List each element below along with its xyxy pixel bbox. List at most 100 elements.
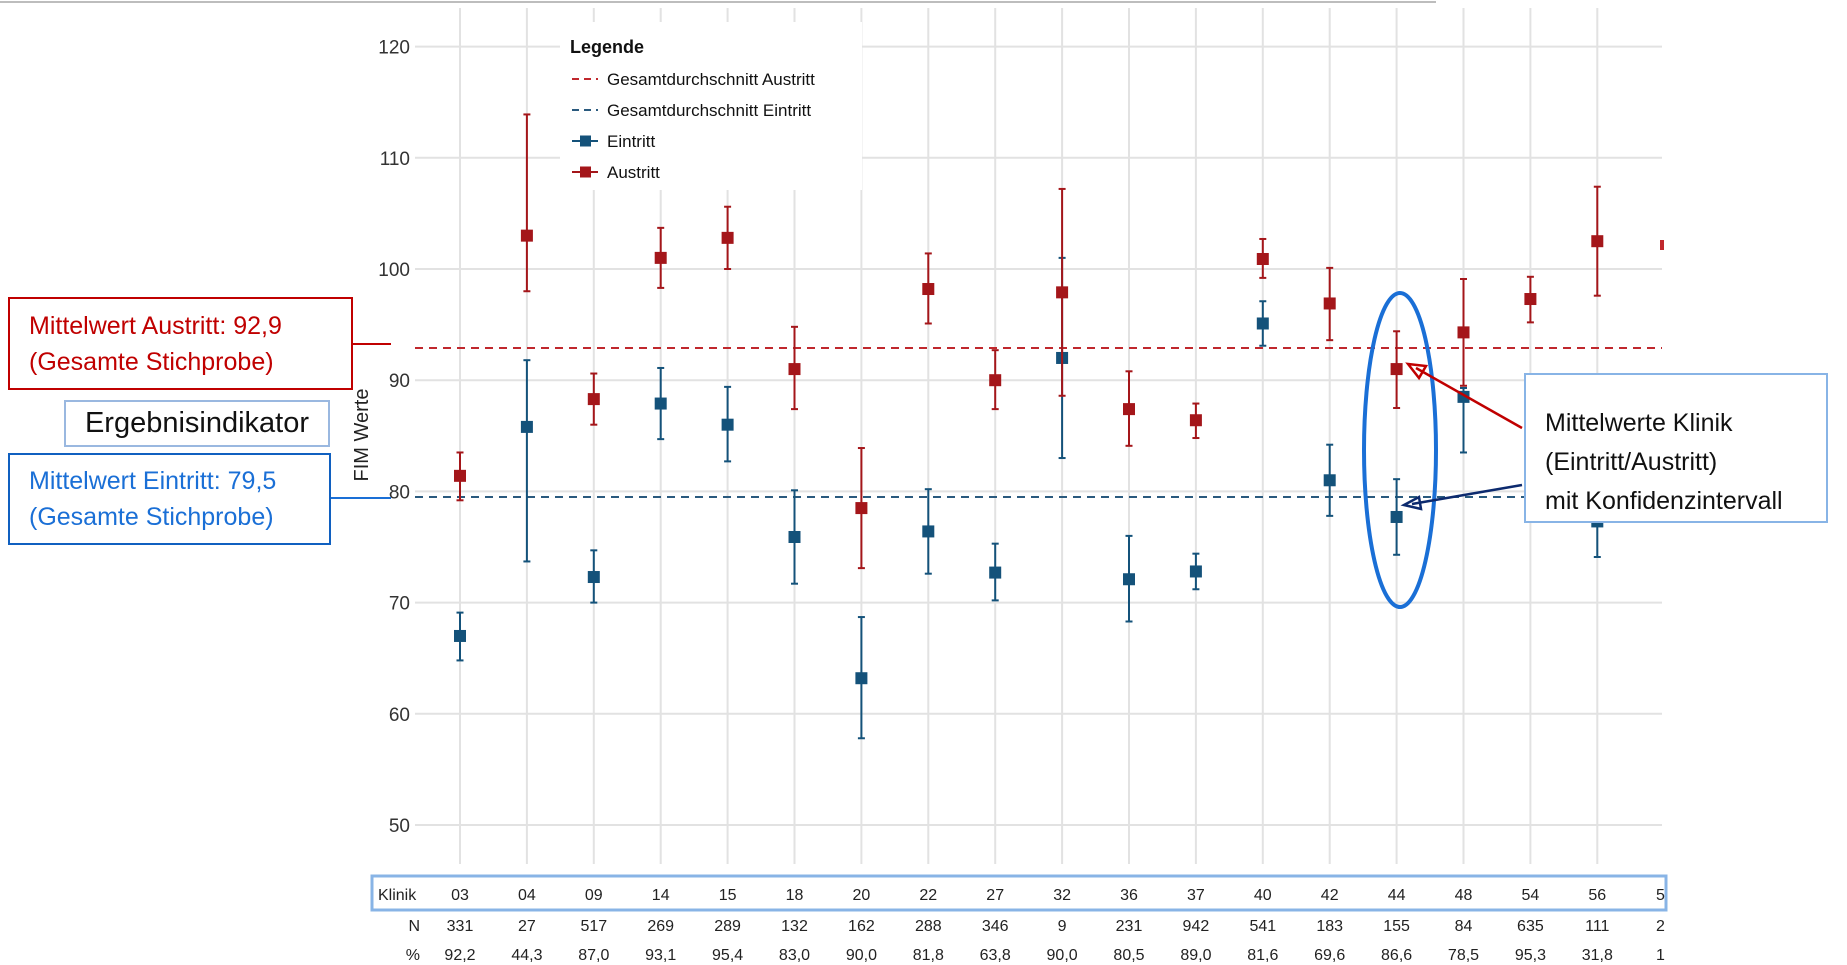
table-cell: 56 [1588, 887, 1606, 904]
table-cell: 80,5 [1113, 947, 1144, 964]
table-cell: 18 [786, 887, 804, 904]
klinik-callout-line1: Mittelwerte Klinik [1545, 409, 1733, 437]
klinik-means-callout: Mittelwerte Klinik (Eintritt/Austritt) m… [1524, 373, 1828, 523]
austritt-arrow [1415, 366, 1523, 430]
table-cell: 09 [585, 887, 603, 904]
austritt-mean-label: Mittelwert Austritt: 92,9 [29, 312, 282, 340]
legend-box [560, 22, 862, 190]
klinik-row-highlight [370, 874, 1668, 912]
data-point-cut [1660, 240, 1664, 250]
data-point [1256, 317, 1269, 330]
table-cell: 346 [982, 918, 1009, 935]
data-point [989, 374, 1002, 387]
table-cell: 84 [1455, 918, 1473, 935]
data-point [855, 502, 868, 515]
eintritt-sample-label: (Gesamte Stichprobe) [29, 503, 274, 531]
annotation-arrows [331, 291, 1523, 609]
data-point [721, 231, 734, 244]
data-point [454, 469, 466, 482]
table-row-label: Klinik [378, 887, 417, 904]
data-point [721, 418, 734, 431]
y-tick-label: 50 [389, 816, 410, 837]
table-cell: 942 [1183, 918, 1210, 935]
table-cell: 95,4 [712, 947, 743, 964]
table-cell: 86,6 [1381, 947, 1412, 964]
table-cell: 20 [853, 887, 871, 904]
data-point [1323, 297, 1336, 310]
y-tick-label: 100 [378, 260, 410, 281]
legend-marker-symbol [580, 166, 591, 178]
table-cell: 15 [719, 887, 737, 904]
data-point [1457, 326, 1470, 339]
table-cell: 03 [451, 887, 469, 904]
table-cell: 78,5 [1448, 947, 1479, 964]
table-cell: 27 [518, 918, 536, 935]
table-row-label: % [406, 947, 420, 964]
table-row-label: N [408, 918, 420, 935]
y-tick-label: 120 [378, 38, 410, 59]
data-point [654, 397, 667, 410]
data-point [1390, 363, 1403, 376]
table-cell: 81,6 [1247, 947, 1278, 964]
table-cell: 541 [1249, 918, 1276, 935]
data-point [922, 525, 935, 538]
table-cell: 32 [1053, 887, 1071, 904]
table-cell: 90,0 [846, 947, 877, 964]
legend-marker-symbol [580, 135, 591, 147]
data-point [1123, 573, 1135, 586]
table-cell: 9 [1058, 918, 1067, 935]
table-cell: 69,6 [1314, 947, 1345, 964]
y-axis-label: FIM Werte [351, 389, 373, 482]
y-tick-label: 80 [389, 482, 410, 503]
eintritt-arrow [1411, 483, 1523, 506]
table-cell: 37 [1187, 887, 1205, 904]
table-cell: 162 [848, 918, 875, 935]
legend-title: Legende [570, 37, 644, 57]
highlight-ellipse [1362, 291, 1438, 609]
table-cell: 81,8 [913, 947, 944, 964]
legend-entry-label: Gesamtdurchschnitt Austritt [607, 70, 815, 89]
data-point [922, 283, 935, 296]
table-cell: 269 [647, 918, 674, 935]
table-cell: 331 [447, 918, 474, 935]
eintritt-mean-callout: Mittelwert Eintritt: 79,5 (Gesamte Stich… [8, 453, 331, 545]
data-point [1189, 414, 1202, 427]
table-cell: 289 [714, 918, 741, 935]
table-cell: 54 [1522, 887, 1540, 904]
table-cell: 132 [781, 918, 808, 935]
table-cell: 92,2 [444, 947, 475, 964]
indicator-label: Ergebnisindikator [84, 407, 310, 439]
table-cell: 155 [1383, 918, 1410, 935]
data-point [587, 571, 600, 584]
table-cell-cut: 1 [1656, 947, 1665, 964]
table-cell: 83,0 [779, 947, 810, 964]
table-cell-cut: 2 [1656, 918, 1665, 935]
data-point [1524, 293, 1537, 306]
klinik-callout-line2: (Eintritt/Austritt) [1545, 448, 1718, 476]
data-point [989, 566, 1002, 579]
indicator-label-box: Ergebnisindikator [64, 400, 330, 447]
table-cell: 93,1 [645, 947, 676, 964]
table-cell: 231 [1116, 918, 1143, 935]
table-cell: 36 [1120, 887, 1138, 904]
data-point [1123, 403, 1135, 416]
data-point [1189, 565, 1202, 578]
table-cell: 31,8 [1582, 947, 1613, 964]
table-cell: 517 [580, 918, 607, 935]
table-cell: 27 [986, 887, 1004, 904]
data-point [454, 629, 466, 642]
legend-entry-label: Eintritt [607, 132, 655, 151]
y-tick-label: 70 [389, 594, 410, 615]
data-point [654, 251, 667, 264]
data-point [855, 672, 868, 685]
data-point [1256, 252, 1269, 265]
table-cell: 22 [919, 887, 937, 904]
data-point [1390, 510, 1403, 523]
table-cell: 44,3 [511, 947, 542, 964]
table-cell: 111 [1585, 918, 1609, 935]
table-cell: 04 [518, 887, 536, 904]
table-cell: 14 [652, 887, 670, 904]
data-point [520, 229, 533, 242]
